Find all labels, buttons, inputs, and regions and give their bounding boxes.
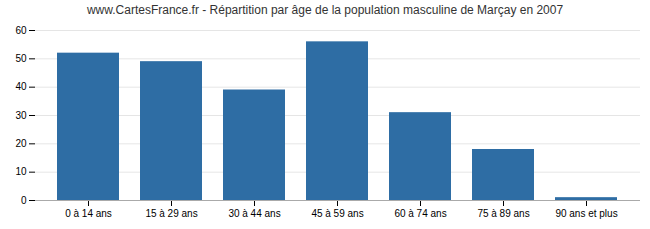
svg-text:60: 60 [15, 25, 27, 36]
svg-text:15 à 29 ans: 15 à 29 ans [145, 208, 197, 219]
svg-text:10: 10 [15, 166, 27, 177]
svg-text:50: 50 [15, 53, 27, 64]
svg-text:20: 20 [15, 138, 27, 149]
svg-text:0: 0 [21, 195, 27, 206]
svg-text:45 à 59 ans: 45 à 59 ans [311, 208, 363, 219]
html-text:www.CartesFrance.fr - Répartit: www.CartesFrance.fr - Répartition par âg… [86, 3, 564, 17]
svg-text:0 à 14 ans: 0 à 14 ans [65, 208, 112, 219]
svg-text:90 ans et plus: 90 ans et plus [555, 208, 617, 219]
svg-text:30: 30 [15, 110, 27, 121]
svg-text:75 à 89 ans: 75 à 89 ans [477, 208, 529, 219]
svg-text:30 à 44 ans: 30 à 44 ans [228, 208, 280, 219]
svg-text:60 à 74 ans: 60 à 74 ans [394, 208, 446, 219]
svg-text:40: 40 [15, 81, 27, 92]
